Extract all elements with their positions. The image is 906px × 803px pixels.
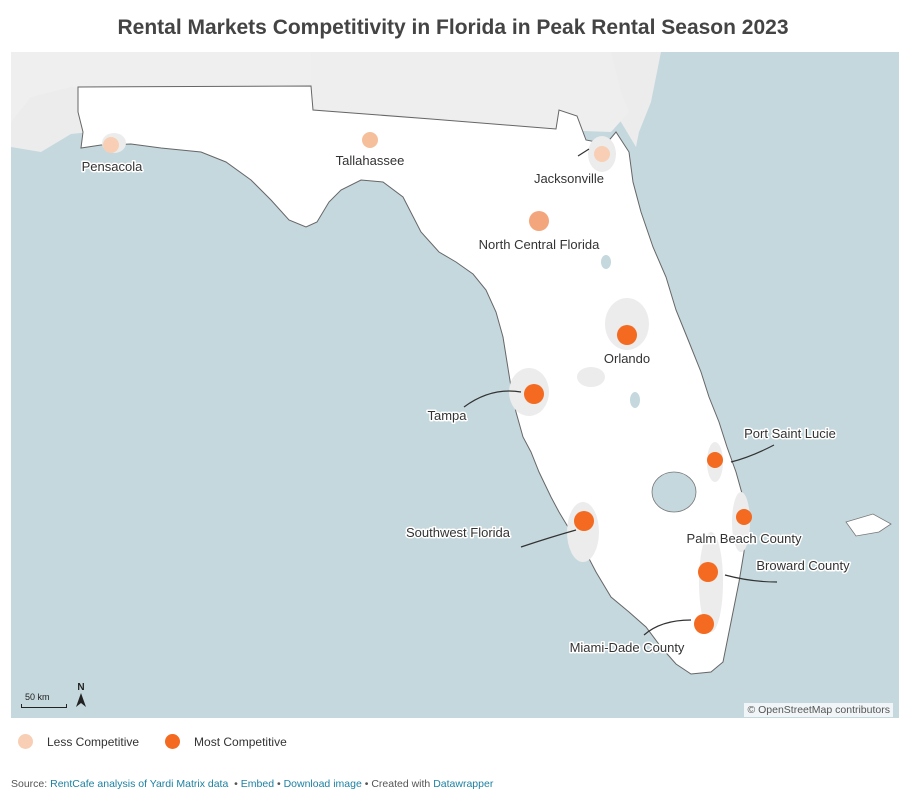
sep: • xyxy=(234,778,238,790)
sep: • xyxy=(364,778,369,790)
label-north-central-florida: North Central Florida xyxy=(479,237,600,252)
label-port-saint-lucie: Port Saint Lucie xyxy=(744,426,836,441)
footer: Source: RentCafe analysis of Yardi Matri… xyxy=(11,778,493,790)
north-label: N xyxy=(77,682,85,693)
lake xyxy=(630,392,640,408)
legend-label-most: Most Competitive xyxy=(194,734,287,749)
datawrapper-link[interactable]: Datawrapper xyxy=(433,778,494,790)
marker-tampa[interactable] xyxy=(524,384,544,404)
marker-miami-dade-county[interactable] xyxy=(694,614,714,634)
bahamas-island xyxy=(845,513,892,537)
label-tallahassee: Tallahassee xyxy=(336,153,405,168)
created-prefix: Created with xyxy=(371,778,431,790)
label-southwest-florida: Southwest Florida xyxy=(406,525,511,540)
osm-attribution[interactable]: © OpenStreetMap contributors xyxy=(744,703,893,717)
scale-bar: 50 km xyxy=(21,692,67,708)
map-area[interactable]: Pensacola Tallahassee Jacksonville North Ce… xyxy=(11,52,899,718)
label-broward-county: Broward County xyxy=(756,558,850,573)
marker-north-central-florida[interactable] xyxy=(529,211,549,231)
marker-palm-beach-county[interactable] xyxy=(736,509,752,525)
source-link[interactable]: RentCafe analysis of Yardi Matrix data xyxy=(50,778,229,790)
label-tampa: Tampa xyxy=(427,408,467,423)
label-jacksonville: Jacksonville xyxy=(534,171,604,186)
annotation-arrows xyxy=(463,148,778,636)
scale-label: 50 km xyxy=(25,692,50,702)
marker-orlando[interactable] xyxy=(617,325,637,345)
marker-broward-county[interactable] xyxy=(698,562,718,582)
label-palm-beach-county: Palm Beach County xyxy=(687,531,802,546)
lake xyxy=(601,255,611,269)
north-arrow: N xyxy=(75,682,87,710)
label-miami-dade-county: Miami-Dade County xyxy=(570,640,685,655)
legend-dot-less-icon xyxy=(18,734,33,749)
embed-link[interactable]: Embed xyxy=(240,778,275,790)
marker-southwest-florida[interactable] xyxy=(574,511,594,531)
lake-okeechobee xyxy=(651,471,697,513)
marker-tallahassee[interactable] xyxy=(362,132,378,148)
legend-dot-most-icon xyxy=(165,734,181,749)
scale-bar-line xyxy=(21,704,67,708)
marker-port-saint-lucie[interactable] xyxy=(707,452,723,468)
sep: • xyxy=(276,778,281,790)
legend-item-most: Most Competitive xyxy=(165,734,287,749)
marker-jacksonville[interactable] xyxy=(594,146,610,162)
north-arrow-icon xyxy=(76,693,86,707)
source-prefix: Source: xyxy=(11,778,48,790)
label-orlando: Orlando xyxy=(604,351,650,366)
marker-pensacola[interactable] xyxy=(103,137,119,153)
chart-title: Rental Markets Competitivity in Florida … xyxy=(117,16,789,39)
download-image-link[interactable]: Download image xyxy=(283,778,362,790)
georgia-land xyxy=(311,52,629,132)
map-svg: Pensacola Tallahassee Jacksonville North Ce… xyxy=(11,52,899,718)
legend-label-less: Less Competitive xyxy=(47,734,140,749)
legend-item-less: Less Competitive xyxy=(18,734,139,749)
markers-layer: Pensacola Tallahassee Jacksonville North Ce… xyxy=(80,132,852,657)
label-pensacola: Pensacola xyxy=(82,159,143,174)
legend: Less Competitive Most Competitive xyxy=(18,734,313,749)
